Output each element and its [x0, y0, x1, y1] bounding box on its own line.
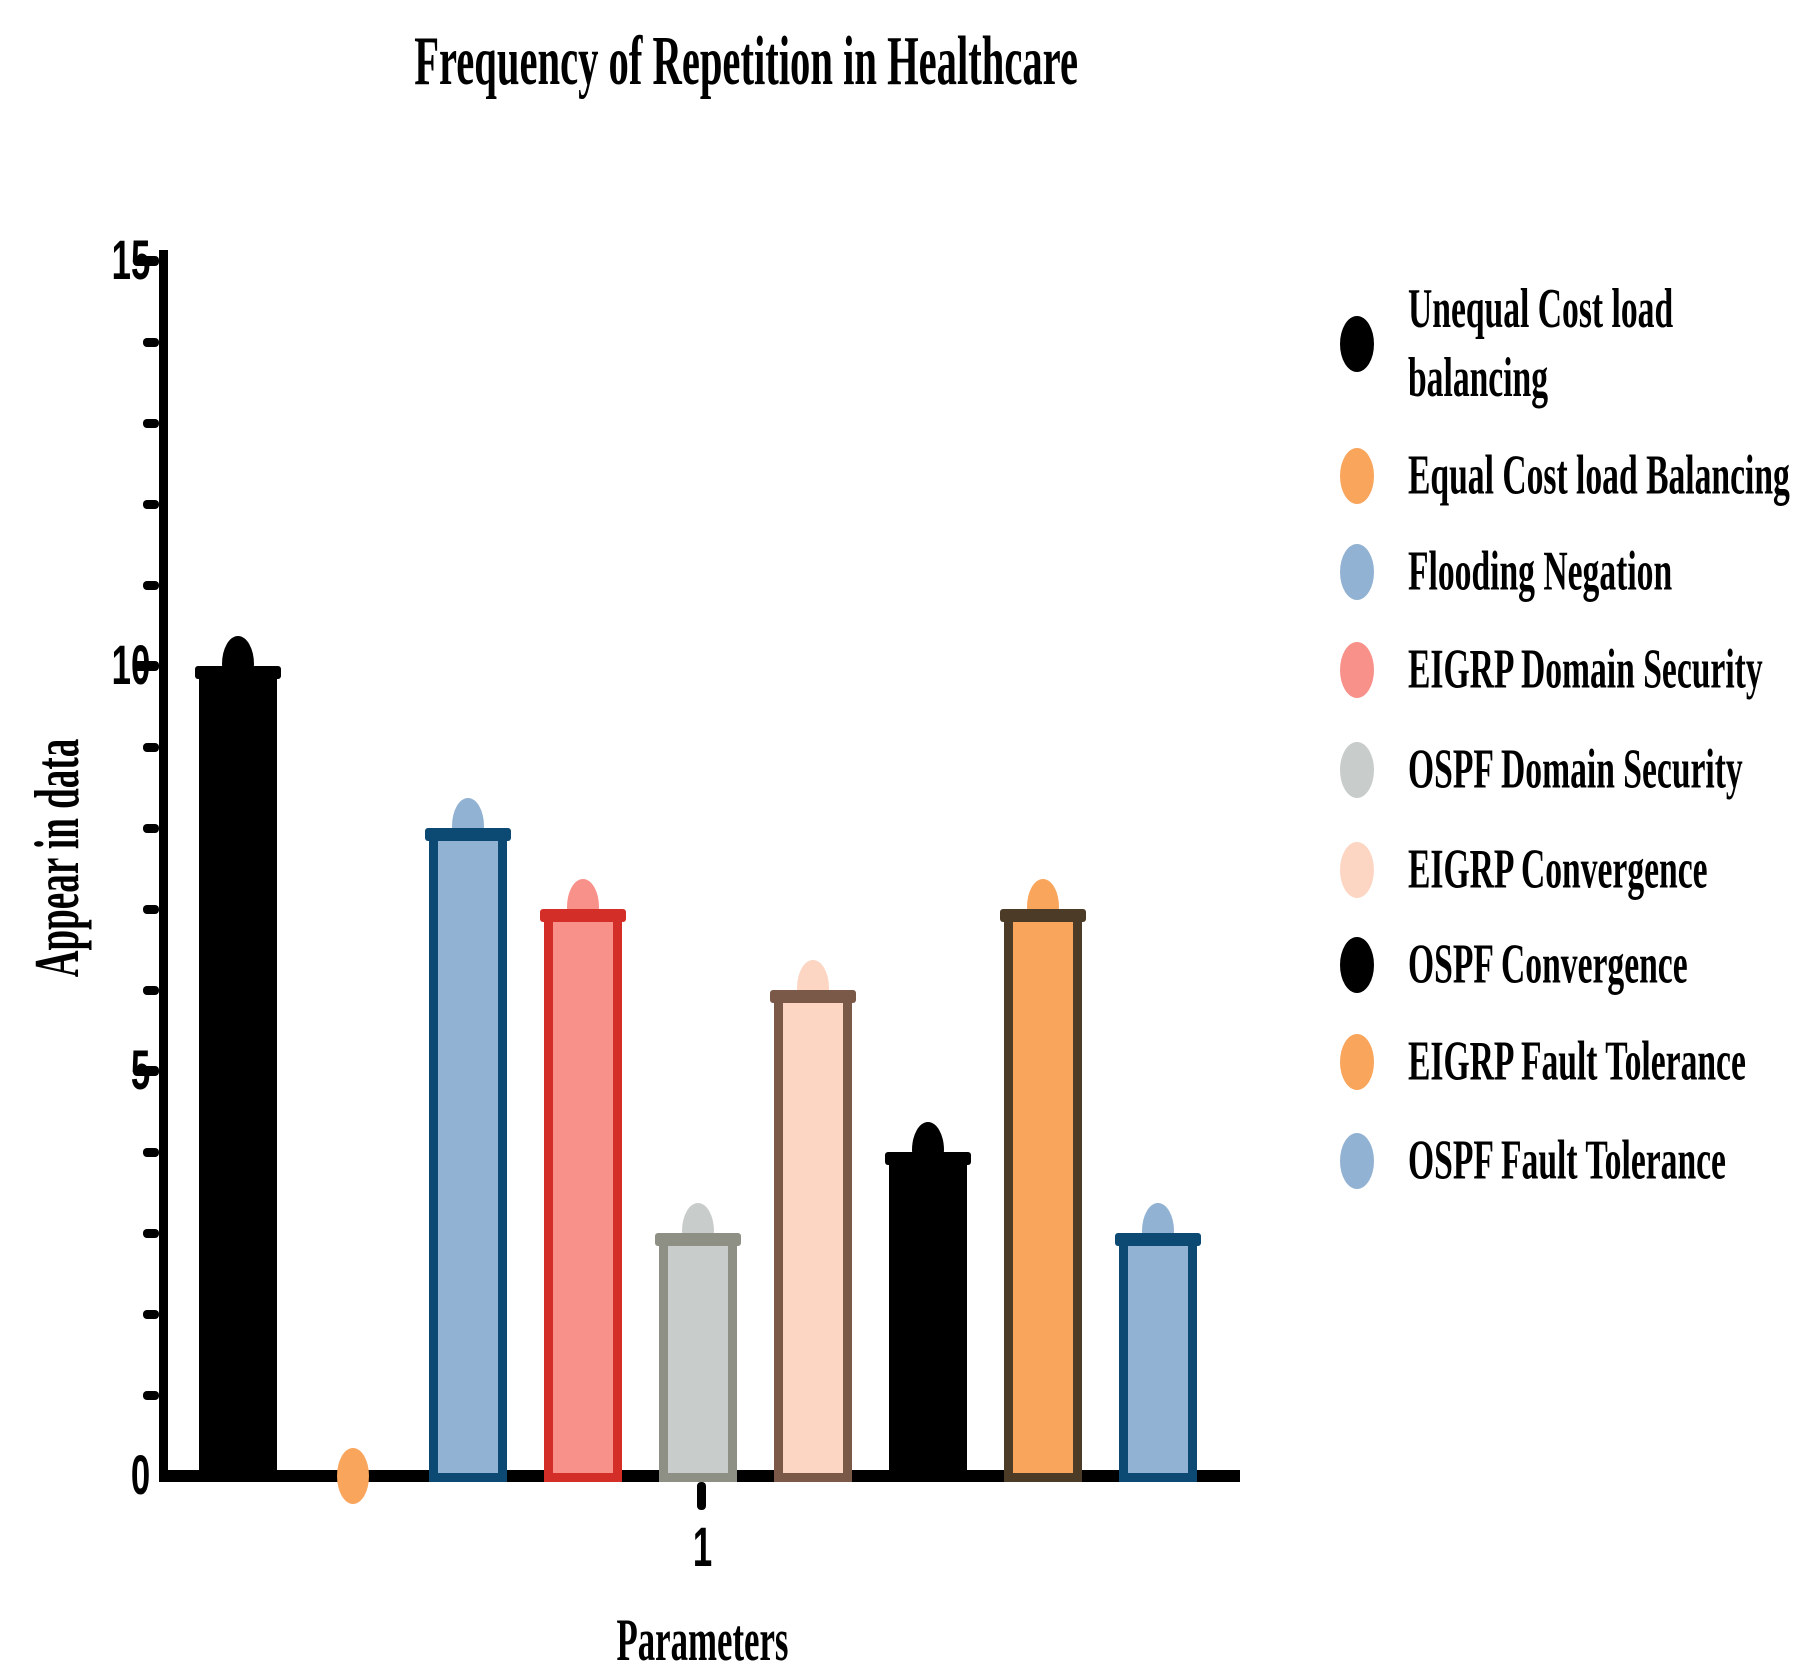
legend-marker-icon-ospf-convergence: [1340, 937, 1374, 993]
y-major-tick-5: [133, 1066, 159, 1076]
y-tick-label-0: 0: [130, 1443, 150, 1507]
legend-marker-icon-flooding-negation: [1340, 544, 1374, 600]
y-minor-tick-6: [143, 985, 159, 995]
legend-marker-icon-unequal-cost-load-balancing: [1340, 316, 1374, 372]
legend-marker-icon-eigrp-convergence: [1340, 842, 1374, 898]
bar-eigrp-domain-security: [544, 909, 622, 1482]
data-point-ospf-fault-tolerance: [1142, 1203, 1174, 1259]
data-point-flooding-negation: [452, 798, 484, 854]
data-point-eigrp-domain-security: [567, 879, 599, 935]
chart-title: Frequency of Repetition in Healthcare: [414, 23, 1079, 100]
legend-label-eigrp-domain-security: EIGRP Domain Security: [1408, 638, 1763, 701]
y-minor-tick-4: [143, 1147, 159, 1157]
x-axis-tick: [697, 1482, 706, 1510]
bar-unequal-cost-load-balancing: [199, 666, 277, 1482]
legend-label-ospf-fault-tolerance: OSPF Fault Tolerance: [1408, 1129, 1726, 1192]
legend-label-unequal-cost-load-balancing: Unequal Cost load balancing: [1408, 278, 1674, 409]
legend-marker-icon-eigrp-domain-security: [1340, 642, 1374, 698]
data-point-ospf-domain-security: [682, 1203, 714, 1259]
bar-ospf-fault-tolerance: [1119, 1233, 1197, 1482]
bar-cap-eigrp-domain-security: [540, 909, 626, 922]
bar-cap-ospf-domain-security: [655, 1233, 741, 1246]
bar-cap-eigrp-fault-tolerance: [1000, 909, 1086, 922]
y-minor-tick-7: [143, 904, 159, 914]
bar-cap-ospf-convergence: [885, 1152, 971, 1165]
data-point-eigrp-fault-tolerance: [1027, 879, 1059, 935]
y-minor-tick-8: [143, 823, 159, 833]
y-minor-tick-2: [143, 1309, 159, 1319]
legend-label-eigrp-fault-tolerance: EIGRP Fault Tolerance: [1408, 1030, 1746, 1093]
legend-marker-icon-equal-cost-load-balancing: [1340, 448, 1374, 504]
y-minor-tick-14: [143, 337, 159, 347]
x-axis-title: Parameters: [616, 1607, 789, 1673]
legend-marker-icon-ospf-fault-tolerance: [1340, 1133, 1374, 1189]
legend-label-equal-cost-load-balancing: Equal Cost load Balancing: [1408, 444, 1790, 507]
y-axis-title: Appear in data: [21, 738, 92, 978]
legend-label-ospf-domain-security: OSPF Domain Security: [1408, 738, 1743, 801]
y-major-tick-15: [133, 256, 159, 266]
bar-cap-ospf-fault-tolerance: [1115, 1233, 1201, 1246]
bar-cap-unequal-cost-load-balancing: [195, 666, 281, 679]
bar-ospf-domain-security: [659, 1233, 737, 1482]
data-point-ospf-convergence: [912, 1122, 944, 1178]
y-minor-tick-12: [143, 499, 159, 509]
bar-ospf-convergence: [889, 1152, 967, 1482]
y-minor-tick-1: [143, 1390, 159, 1400]
bar-cap-flooding-negation: [425, 828, 511, 841]
y-minor-tick-3: [143, 1228, 159, 1238]
y-major-tick-10: [133, 661, 159, 671]
legend-label-eigrp-convergence: EIGRP Convergence: [1408, 838, 1708, 901]
y-minor-tick-9: [143, 742, 159, 752]
data-point-eigrp-convergence: [797, 960, 829, 1016]
bar-eigrp-convergence: [774, 990, 852, 1482]
legend-label-ospf-convergence: OSPF Convergence: [1408, 933, 1688, 996]
legend-marker-icon-ospf-domain-security: [1340, 742, 1374, 798]
legend-label-flooding-negation: Flooding Negation: [1408, 540, 1673, 603]
y-minor-tick-13: [143, 418, 159, 428]
x-tick-label: 1: [692, 1515, 713, 1578]
data-point-equal-cost-load-balancing: [337, 1448, 369, 1504]
bar-cap-eigrp-convergence: [770, 990, 856, 1003]
y-axis-line: [159, 250, 168, 1482]
bar-flooding-negation: [429, 828, 507, 1482]
y-minor-tick-11: [143, 580, 159, 590]
bar-eigrp-fault-tolerance: [1004, 909, 1082, 1482]
data-point-unequal-cost-load-balancing: [222, 636, 254, 692]
legend-marker-icon-eigrp-fault-tolerance: [1340, 1034, 1374, 1090]
